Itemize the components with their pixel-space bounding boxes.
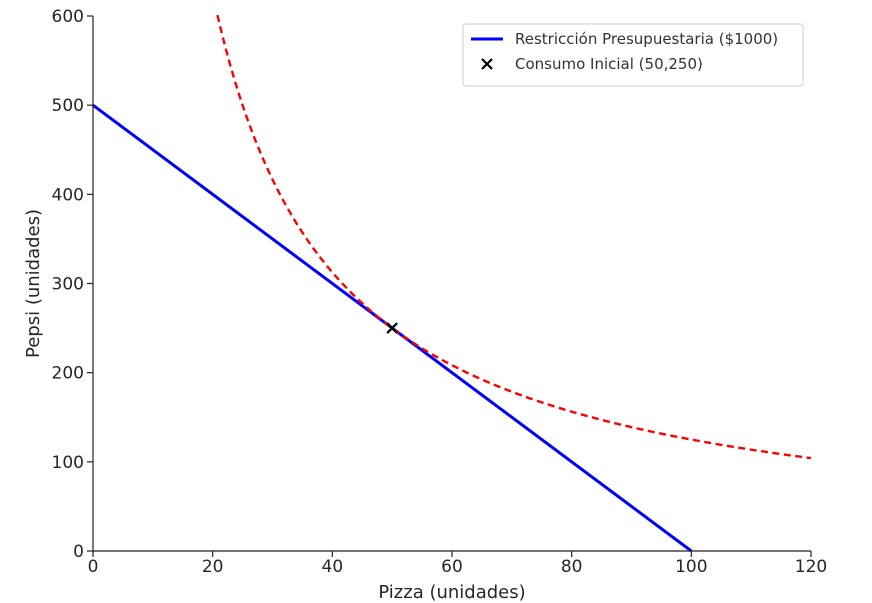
x-tick-label: 120 (795, 557, 827, 577)
y-axis-label: Pepsi (unidades) (23, 209, 44, 358)
x-tick-label: 40 (322, 557, 344, 577)
indifference-curve-line (216, 14, 812, 460)
x-tick-label: 80 (561, 557, 583, 577)
x-axis-label: Pizza (unidades) (378, 582, 525, 603)
legend-marker-swatch (481, 58, 493, 70)
y-ticks: 0 100 200 300 400 500 600 (52, 7, 93, 562)
legend: Restricción Presupuestaria ($1000) Consum… (462, 23, 804, 87)
y-tick-label: 300 (52, 275, 84, 295)
x-ticks: 0 20 40 60 80 100 120 (88, 551, 827, 577)
legend-entry-label: Restricción Presupuestaria ($1000) (515, 30, 778, 48)
y-tick-label: 600 (52, 7, 84, 27)
y-tick-label: 100 (52, 453, 84, 473)
x-tick-label: 100 (675, 557, 707, 577)
y-tick-label: 0 (73, 542, 84, 562)
x-tick-label: 60 (441, 557, 463, 577)
plot-area (92, 14, 812, 553)
initial-consumption-marker (386, 322, 398, 334)
y-tick-label: 200 (52, 364, 84, 384)
y-tick-label: 500 (52, 96, 84, 116)
y-tick-label: 400 (52, 185, 84, 205)
x-tick-label: 0 (88, 557, 99, 577)
legend-box (462, 23, 804, 87)
legend-entry-label: Consumo Inicial (50,250) (515, 55, 703, 73)
x-tick-label: 20 (202, 557, 224, 577)
axes (92, 16, 811, 552)
